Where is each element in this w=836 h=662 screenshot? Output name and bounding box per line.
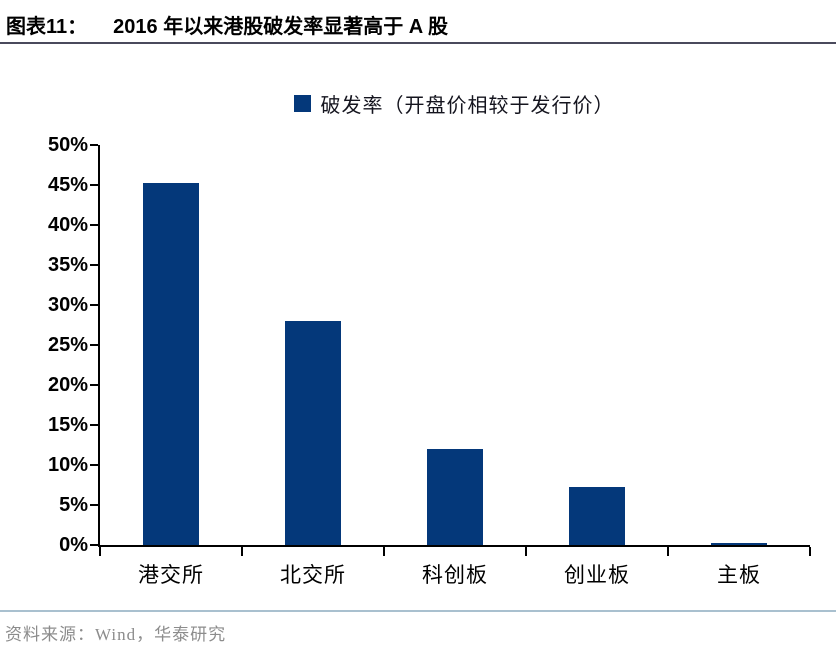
y-axis-tick-label: 10% [47,454,88,476]
x-axis-category-label: 创业板 [564,563,630,587]
x-axis-tick [525,547,527,556]
figure-label: 图表11： [6,16,88,38]
bar-创业板 [569,487,625,545]
title-divider [0,42,836,44]
figure-title: 2016 年以来港股破发率显著高于 A 股 [113,16,449,38]
y-axis-tick [90,504,98,506]
chart-legend: 破发率（开盘价相较于发行价） [98,89,810,118]
legend-color-swatch [293,95,311,112]
y-axis-tick [90,264,98,266]
figure-header: 图表11： 2016 年以来港股破发率显著高于 A 股 [6,10,448,39]
y-axis-tick-label: 20% [47,374,88,396]
y-axis-tick-label: 25% [47,334,88,356]
y-axis-tick [90,144,98,146]
y-axis-tick-label: 30% [47,294,88,316]
bar-主板 [711,543,767,545]
y-axis-tick-label: 40% [47,214,88,236]
x-axis-tick [667,547,669,556]
x-axis-tick [383,547,385,556]
y-axis-tick [90,304,98,306]
y-axis-tick-label: 15% [47,414,88,436]
y-axis-tick [90,424,98,426]
bar-港交所 [143,183,199,545]
bar-科创板 [427,449,483,545]
y-axis-tick-label: 0% [59,534,88,556]
source-text: 资料来源：Wind，华泰研究 [5,625,227,644]
y-axis-tick [90,384,98,386]
y-axis-tick [90,464,98,466]
x-axis-category-label: 科创板 [422,563,488,587]
x-axis-category-label: 港交所 [138,563,204,587]
y-axis-tick-label: 5% [59,494,88,516]
y-axis-tick [90,184,98,186]
y-axis-tick [90,224,98,226]
x-axis-tick [809,547,811,556]
y-axis-tick-label: 35% [47,254,88,276]
bar-北交所 [285,321,341,545]
y-axis-tick [90,344,98,346]
y-axis-tick-label: 45% [47,174,88,196]
x-axis-category-label: 主板 [717,563,761,587]
x-axis-tick [99,547,101,556]
footer-divider [0,610,836,612]
x-axis-tick [241,547,243,556]
y-axis-tick-label: 50% [47,134,88,156]
x-axis-category-label: 北交所 [280,563,346,587]
y-axis-tick [90,544,98,546]
legend-label: 破发率（开盘价相较于发行价） [320,95,615,117]
plot-area: 0% 5% 10% 15% 20% 25% 30% 35% 40% 45% 50% 港交所 北交所 科创板… [48,134,811,587]
